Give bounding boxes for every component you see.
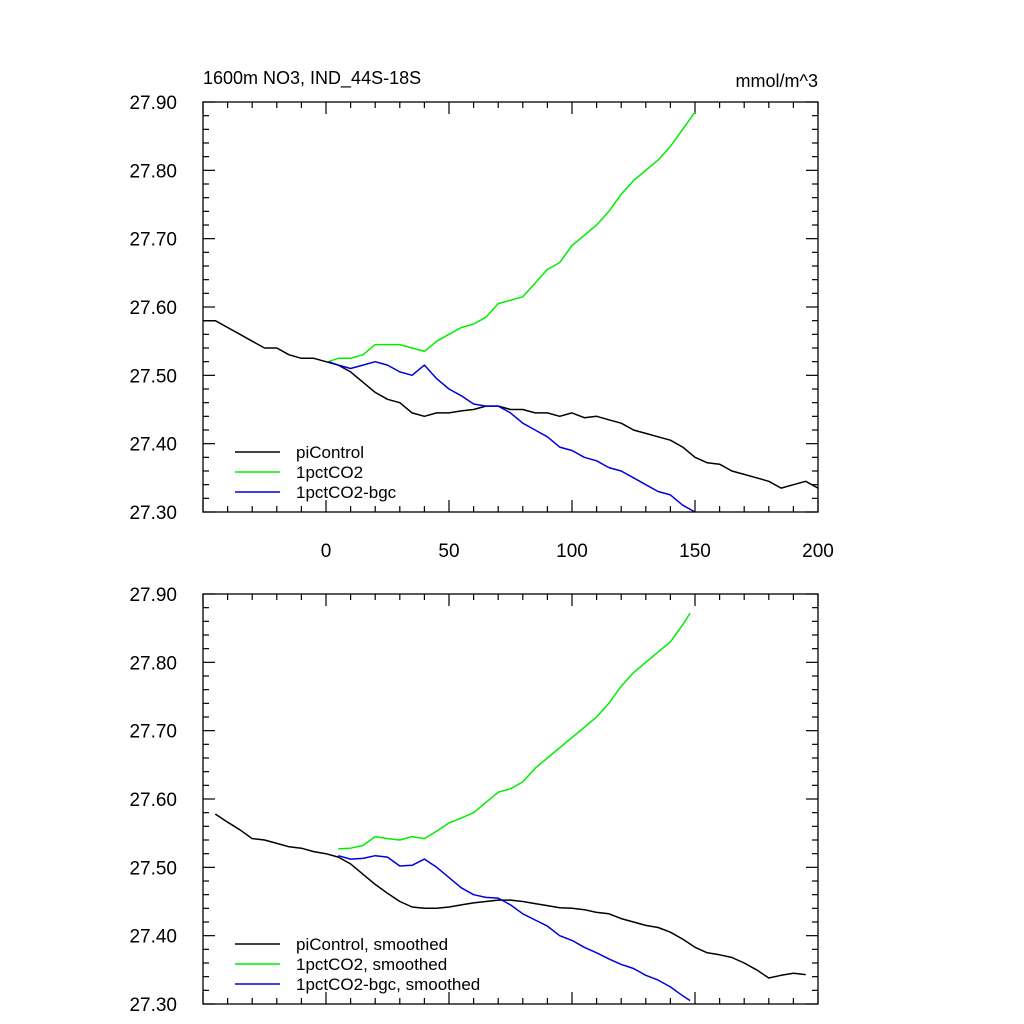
bottom-plot-frame bbox=[202, 593, 819, 1005]
series-line-1pctco2-bgc-smoothed bbox=[338, 854, 691, 1002]
series-line-picontrol-smoothed bbox=[214, 813, 806, 979]
top-plot-frame bbox=[202, 101, 819, 513]
x-tick-label: 150 bbox=[679, 541, 711, 562]
top-y-tick-labels: 27.30 27.40 27.50 27.60 27.70 27.80 27.90 bbox=[129, 93, 177, 524]
y-tick-label: 27.80 bbox=[129, 161, 177, 182]
legend-label: 1pctCO2-bgc bbox=[296, 483, 397, 502]
y-tick-label: 27.60 bbox=[129, 298, 177, 319]
series-line-1pctco2 bbox=[328, 111, 696, 363]
y-tick-label: 27.40 bbox=[129, 927, 177, 948]
y-tick-label: 27.50 bbox=[129, 858, 177, 879]
x-tick-label: 50 bbox=[438, 541, 459, 562]
y-tick-label: 27.40 bbox=[129, 435, 177, 456]
top-panel: 1600m NO3, IND_44S-18S mmol/m^3 27.3027.… bbox=[129, 68, 833, 562]
legend-label: piControl, smoothed bbox=[296, 935, 448, 954]
y-tick-label: 27.80 bbox=[129, 653, 177, 674]
top-x-tick-labels: 0 50 100 150 200 bbox=[321, 541, 834, 562]
legend-label: 1pctCO2-bgc, smoothed bbox=[296, 975, 480, 994]
bottom-y-tick-labels: 27.30 27.40 27.50 27.60 27.70 27.80 27.90 bbox=[129, 585, 177, 1016]
y-tick-label: 27.30 bbox=[129, 503, 177, 524]
series-line-picontrol bbox=[203, 319, 819, 489]
y-tick-label: 27.70 bbox=[129, 722, 177, 743]
x-tick-label: 0 bbox=[321, 541, 332, 562]
y-tick-label: 27.60 bbox=[129, 790, 177, 811]
series-line-1pctco2-smoothed bbox=[338, 612, 691, 850]
y-tick-label: 27.50 bbox=[129, 366, 177, 387]
y-tick-label: 27.90 bbox=[129, 93, 177, 114]
x-tick-label: 200 bbox=[802, 541, 834, 562]
y-tick-label: 27.70 bbox=[129, 230, 177, 251]
series-line-1pctco2-bgc bbox=[328, 360, 696, 513]
legend-label: piControl bbox=[296, 443, 364, 462]
x-tick-label: 100 bbox=[556, 541, 588, 562]
y-tick-label: 27.90 bbox=[129, 585, 177, 606]
top-series-lines bbox=[203, 111, 819, 513]
bottom-series-lines bbox=[214, 612, 806, 1002]
legend-label: 1pctCO2 bbox=[296, 463, 363, 482]
y-tick-label: 27.30 bbox=[129, 995, 177, 1016]
legend-label: 1pctCO2, smoothed bbox=[296, 955, 447, 974]
units-label: mmol/m^3 bbox=[736, 71, 818, 91]
chart-title: 1600m NO3, IND_44S-18S bbox=[203, 68, 421, 89]
bottom-panel: 27.30 27.40 27.50 27.60 27.70 27.80 27.90 piCo… bbox=[129, 585, 819, 1016]
